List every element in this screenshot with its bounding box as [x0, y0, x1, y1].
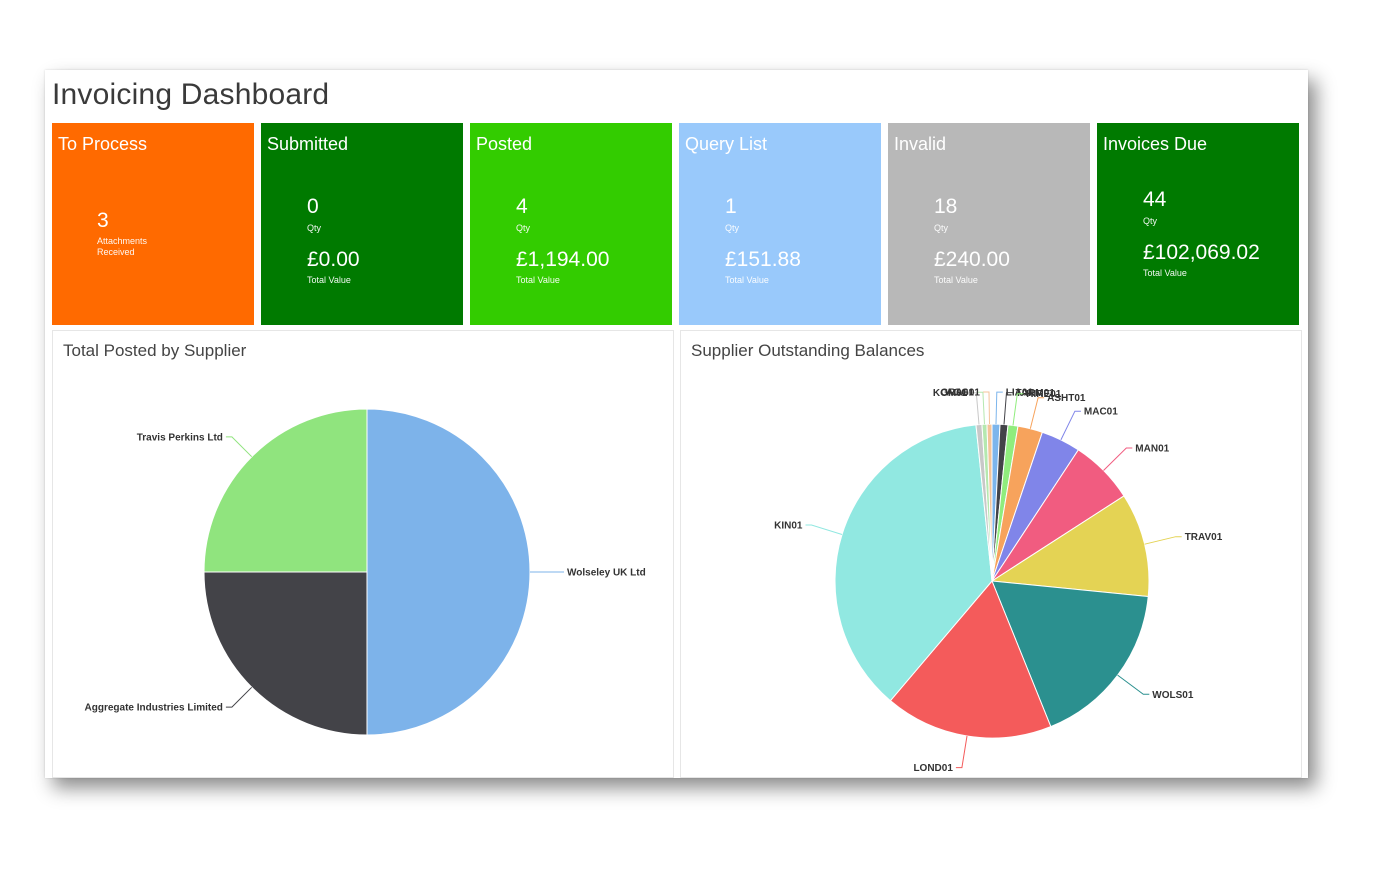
pie-connector-asht01 [1029, 397, 1045, 429]
tile-query-list[interactable]: Query List 1 Qty £151.88 Total Value [679, 123, 881, 325]
tile-value-label: Total Value [307, 275, 351, 285]
pie-connector-lond01 [955, 735, 968, 769]
pie-slice-lond01[interactable] [889, 580, 1052, 739]
tile-to-process[interactable]: To Process 3 Attachments Received [52, 123, 254, 325]
dashboard-frame: Invoicing Dashboard To Process 3 Attachm… [45, 70, 1308, 778]
pie-connector-mac01 [1060, 410, 1081, 441]
pie-connector-man01 [1103, 447, 1133, 471]
pie-label-kin01: KIN01 [774, 521, 803, 532]
pie-label-mac01: MAC01 [1084, 407, 1118, 418]
tile-value-label: Total Value [725, 275, 769, 285]
tile-submitted[interactable]: Submitted 0 Qty £0.00 Total Value [261, 123, 463, 325]
tile-count: 4 [516, 195, 528, 218]
tile-value: £151.88 [725, 248, 801, 271]
tile-count-label: Qty [1143, 216, 1158, 226]
tile-count: 0 [307, 195, 319, 218]
pie-label-kom01: KOM01 [933, 388, 968, 399]
pie-slice-wols01[interactable] [991, 580, 1149, 728]
pie-connector-wols01 [1117, 674, 1150, 695]
tile-count: 3 [97, 209, 109, 232]
chart-title: Supplier Outstanding Balances [691, 341, 925, 360]
pie-label-wolseley-uk-ltd: Wolseley UK Ltd [567, 568, 646, 579]
pie-slice-travis-perkins-ltd[interactable] [203, 408, 368, 573]
tile-count: 18 [934, 195, 958, 218]
pie-slice-wolseley-uk-ltd[interactable] [366, 408, 531, 736]
pie-label-travis-perkins-ltd: Travis Perkins Ltd [137, 432, 223, 443]
tile-count-label: Qty [934, 223, 949, 233]
pie-chart-total-posted: Wolseley UK Ltd Aggregate Industries Limi… [85, 408, 646, 736]
tile-value-label: Total Value [934, 275, 978, 285]
tile-value: £1,194.00 [516, 248, 610, 271]
tile-title: Invalid [894, 134, 947, 154]
pie-slice-agg01[interactable] [986, 423, 993, 582]
page-title: Invoicing Dashboard [52, 78, 330, 111]
tile-value-label: Total Value [1143, 268, 1187, 278]
pie-label-man01: MAN01 [1135, 444, 1169, 455]
pie-label-trav01: TRAV01 [1185, 532, 1223, 543]
pie-connector-travis-perkins-ltd [225, 436, 253, 458]
tile-invoices-due[interactable]: Invoices Due 44 Qty £102,069.02 Total Va… [1097, 123, 1299, 325]
tile-count: 44 [1143, 188, 1167, 211]
tile-title: To Process [58, 134, 148, 154]
pie-slice-trav01[interactable] [990, 495, 1150, 598]
tile-count: 1 [725, 195, 737, 218]
pie-label-tarm01: TARM01 [1016, 388, 1056, 399]
tile-invalid[interactable]: Invalid 18 Qty £240.00 Total Value [888, 123, 1090, 325]
pie-connector-hire01 [1012, 393, 1024, 426]
tile-value: £102,069.02 [1143, 241, 1260, 264]
pie-slice-kin01[interactable] [834, 424, 993, 702]
chart-title: Total Posted by Supplier [63, 341, 247, 360]
pie-label-wols01: WOLS01 [1152, 690, 1194, 701]
panel-total-posted-by-supplier: Total Posted by Supplier Wolseley UK Ltd… [52, 330, 674, 778]
pie-connector-kom01 [970, 392, 980, 425]
pie-connector-lia01 [995, 391, 1003, 425]
tile-count-label: Qty [307, 223, 322, 233]
pie-connector-tarm01 [1003, 392, 1013, 425]
pie-label-lond01: LOND01 [913, 763, 953, 774]
pie-connector-kin01 [805, 524, 843, 535]
tile-value: £240.00 [934, 248, 1010, 271]
pie-label-agg01: AGG01 [946, 388, 980, 399]
pie-label-asht01: ASHT01 [1047, 393, 1086, 404]
pie-label-lia01: LIA01 [1006, 388, 1034, 399]
pie-label-aggregate-industries-limited: Aggregate Industries Limited [85, 703, 223, 714]
tile-title: Posted [476, 134, 533, 154]
panel-supplier-outstanding-balances: Supplier Outstanding Balances LIA01 TARM0… [680, 330, 1302, 778]
pie-connector-gra01 [976, 391, 985, 425]
pie-label-gra01: GRA01 [941, 388, 975, 399]
tile-value: £0.00 [307, 248, 360, 271]
pie-connector-agg01 [983, 391, 990, 425]
tile-value-label: Total Value [516, 275, 560, 285]
pie-slice-aggregate-industries-limited[interactable] [203, 571, 368, 736]
pie-connector-trav01 [1144, 536, 1182, 545]
tile-count-label: Qty [725, 223, 740, 233]
tile-count-label: Qty [516, 223, 531, 233]
tile-title: Submitted [267, 134, 349, 154]
tile-title: Query List [685, 134, 768, 154]
pie-connector-aggregate-industries-limited [225, 686, 253, 708]
tile-title: Invoices Due [1103, 134, 1208, 154]
tile-count-label: Attachments Received [97, 236, 148, 257]
tile-posted[interactable]: Posted 4 Qty £1,194.00 Total Value [470, 123, 672, 325]
pie-label-hire01: HIRE01 [1026, 389, 1061, 400]
